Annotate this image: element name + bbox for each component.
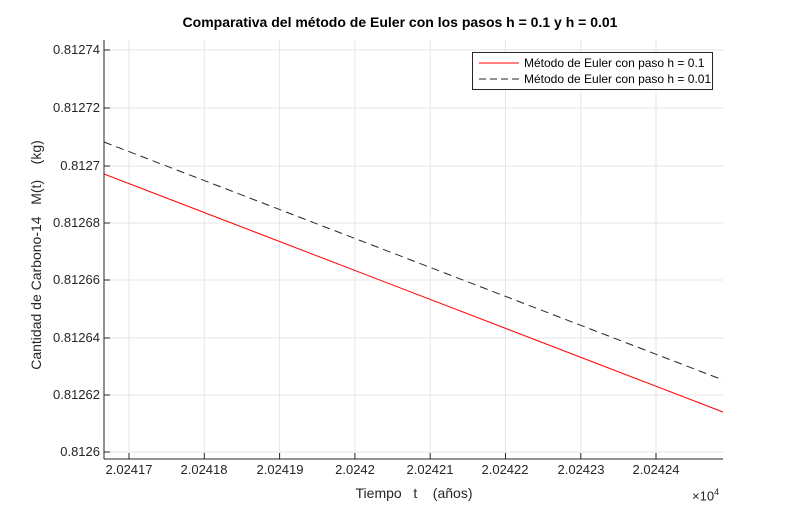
y-tick-label: 0.81262: [53, 387, 100, 402]
x-tick-label: 2.02422: [481, 462, 529, 477]
axes: [103, 40, 723, 460]
x-tick-label: 2.0242: [335, 462, 375, 477]
legend-item: Método de Euler con paso h = 0.1: [479, 55, 704, 71]
x-tick-label: 2.02418: [180, 462, 228, 477]
x-axis-exponent: ×104: [692, 487, 720, 504]
legend-label: Método de Euler con paso h = 0.1: [524, 56, 705, 70]
y-tick-label: 0.8126: [60, 444, 100, 459]
x-tick-label: 2.02419: [256, 462, 304, 477]
legend: Método de Euler con paso h = 0.1 Método …: [472, 52, 713, 90]
legend-label: Método de Euler con paso h = 0.01: [524, 72, 712, 86]
series-h01-line: [103, 173, 724, 413]
grid-lines: [104, 40, 723, 459]
y-tick-label: 0.81266: [53, 272, 100, 287]
series-h001-line: [103, 141, 724, 381]
y-tick-label: 0.81272: [53, 100, 100, 115]
y-tick-label: 0.81274: [53, 42, 100, 57]
chart-title: Comparativa del método de Euler con los …: [182, 14, 618, 30]
y-axis-label: Cantidad de Carbono-14 M(t) (kg): [28, 140, 44, 370]
x-axis-label: Tiempo t (años): [355, 485, 473, 501]
legend-item: Método de Euler con paso h = 0.01: [479, 71, 711, 87]
y-tick-label: 0.81264: [53, 330, 100, 345]
x-tick-label: 2.02423: [557, 462, 605, 477]
y-tick-label: 0.8127: [60, 158, 100, 173]
x-tick-label: 2.02417: [105, 462, 153, 477]
solid-line-swatch-icon: [479, 62, 519, 64]
x-tick-label: 2.02421: [406, 462, 454, 477]
y-tick-label: 0.81268: [53, 215, 100, 230]
dashed-line-swatch-icon: [479, 78, 519, 80]
x-tick-label: 2.02424: [632, 462, 680, 477]
